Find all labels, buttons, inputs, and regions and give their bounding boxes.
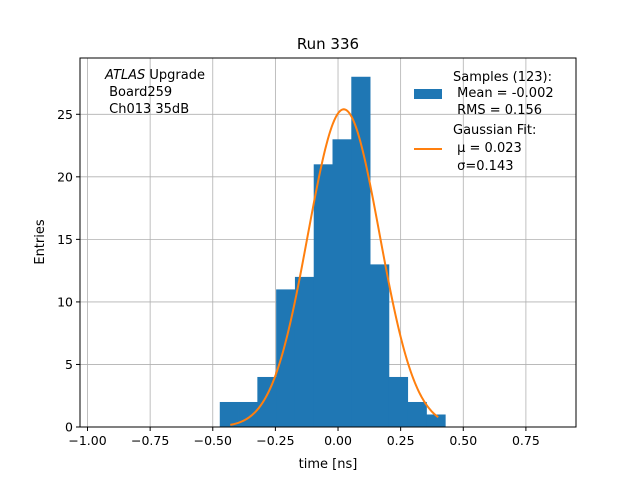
gaussian-fit [230, 108, 439, 426]
x-tick-label: 0.75 [512, 433, 540, 448]
legend-swatch-samples [414, 89, 442, 99]
y-tick-label: 10 [57, 294, 73, 309]
annotation-line-1-rest: Upgrade [145, 68, 205, 83]
x-axis-label: time [ns] [299, 457, 358, 472]
experiment-annotation: ATLAS Upgrade Board259 Ch013 35dB [104, 68, 205, 117]
histogram-bar [388, 376, 409, 427]
legend-samples-line-2: Mean = -0.002 [453, 86, 554, 101]
histogram-bar [219, 401, 239, 427]
annotation-italic: ATLAS [104, 68, 145, 83]
annotation-line-2: Board259 [105, 85, 172, 100]
histogram-bar [370, 264, 390, 427]
x-tick-label: −0.75 [131, 433, 169, 448]
x-tick-label: −1.00 [68, 433, 106, 448]
legend-samples-line-3: RMS = 0.156 [453, 103, 542, 118]
histogram-bar [294, 276, 315, 427]
annotation-line-3: Ch013 35dB [105, 102, 189, 117]
legend-gaussian-line-3: σ=0.143 [453, 159, 513, 174]
x-tick-label: −0.25 [256, 433, 294, 448]
plot-frame [79, 57, 577, 428]
histogram-bar [238, 401, 258, 427]
legend-gaussian-line-1: Gaussian Fit: [453, 123, 536, 138]
histogram-bar [426, 414, 446, 427]
histogram-bar [332, 139, 352, 427]
legend-samples-line-1: Samples (123): [453, 70, 552, 85]
x-tick-label: 0.50 [449, 433, 477, 448]
x-tick-label: −0.50 [194, 433, 232, 448]
histogram-bar [257, 376, 277, 427]
x-tick-label: 0.25 [387, 433, 415, 448]
y-tick-label: 20 [57, 169, 73, 184]
annotation-line-1: ATLAS Upgrade [104, 68, 205, 83]
x-tick-label: 0.00 [324, 433, 352, 448]
legend-gaussian-line-2: μ = 0.023 [453, 141, 522, 156]
y-tick-label: 15 [57, 232, 73, 247]
y-tick-label: 0 [65, 420, 73, 435]
histogram-bar [351, 76, 371, 428]
axis-ticks: −1.00 −0.75 −0.50 −0.25 0.00 0.25 0.50 0.75 0 5 10… [57, 107, 540, 448]
legend: Samples (123): Mean = -0.002 RMS = 0.156… [414, 70, 554, 174]
gaussian-fit-curve [230, 108, 439, 426]
y-axis-label: Entries [33, 219, 48, 265]
y-tick-label: 25 [57, 107, 73, 122]
y-tick-label: 5 [65, 357, 73, 372]
histogram-bar [407, 401, 427, 427]
chart-title: Run 336 [297, 35, 359, 53]
histogram-bar [313, 164, 333, 428]
